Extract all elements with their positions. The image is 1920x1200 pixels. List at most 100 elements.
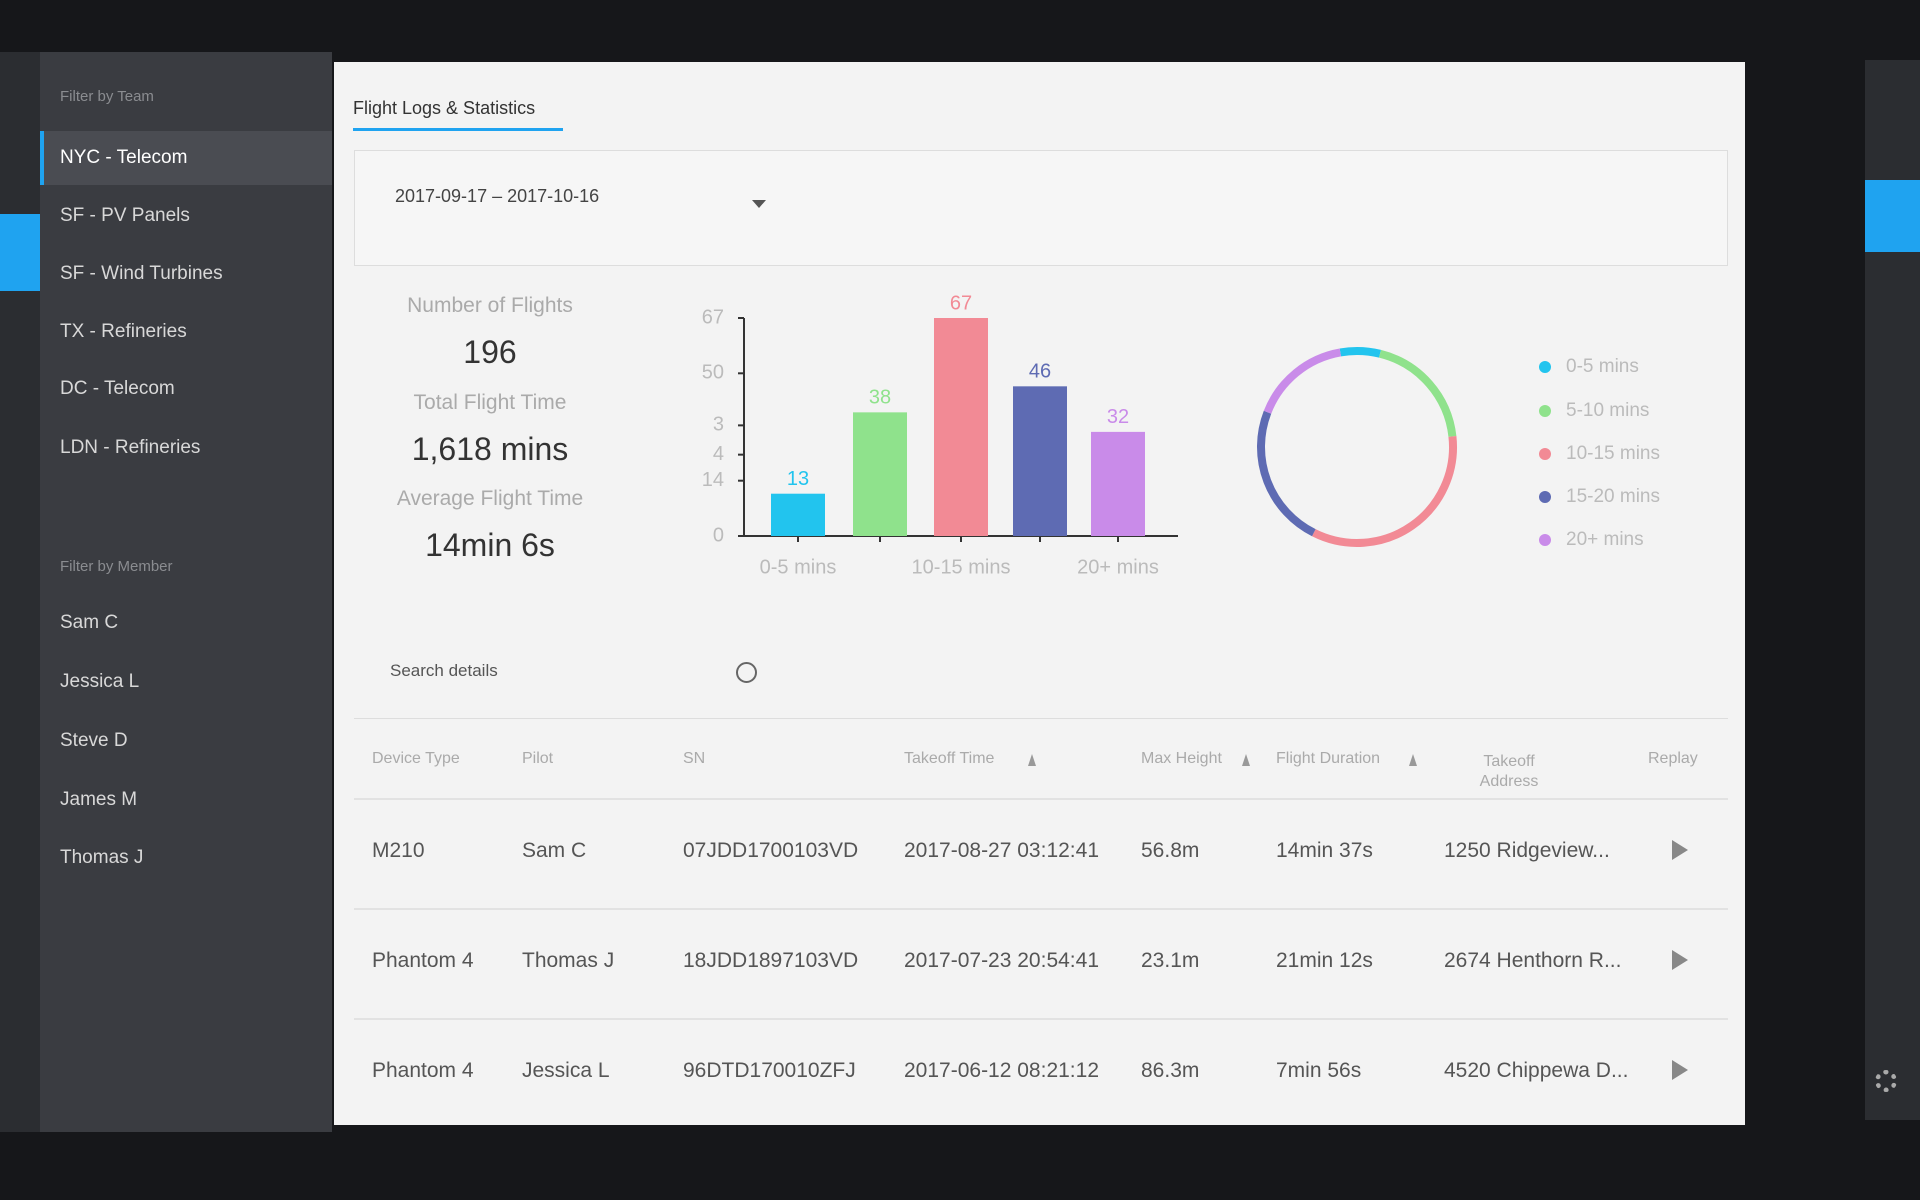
member-item[interactable]: Thomas J — [60, 847, 144, 868]
active-bar — [40, 131, 44, 185]
sort-icon[interactable] — [1028, 754, 1036, 766]
replay-button[interactable] — [1672, 840, 1688, 860]
table-cell: 14min 37s — [1276, 839, 1373, 862]
settings-icon[interactable] — [1875, 1070, 1897, 1092]
member-item[interactable]: James M — [60, 789, 138, 810]
x-tick-label: 0-5 mins — [760, 556, 837, 578]
table-cell: 96DTD170010ZFJ — [683, 1059, 856, 1082]
team-item[interactable]: DC - Telecom — [60, 378, 175, 399]
donut-segment — [1339, 347, 1381, 358]
table-cell: 2674 Henthorn R... — [1444, 949, 1622, 972]
bar — [853, 412, 907, 536]
date-range[interactable]: 2017-09-17 – 2017-10-16 — [395, 186, 600, 206]
table-cell: 56.8m — [1141, 839, 1200, 862]
member-item[interactable]: Jessica L — [60, 671, 140, 692]
row-divider — [354, 908, 1728, 910]
table-cell: Sam C — [522, 839, 587, 862]
search-input[interactable]: Search details — [390, 661, 498, 680]
sidebar — [40, 52, 332, 1132]
bar-value-label: 13 — [787, 468, 809, 490]
y-tick-label: 67 — [702, 306, 724, 328]
table-cell: M210 — [372, 839, 425, 862]
stat-value: 1,618 mins — [411, 431, 569, 467]
table-cell: 07JDD1700103VD — [683, 839, 859, 862]
legend-dot — [1539, 448, 1551, 460]
sort-icon[interactable] — [1242, 754, 1250, 766]
x-tick-label: 20+ mins — [1077, 556, 1159, 578]
bar — [1091, 431, 1145, 536]
tab-underline — [353, 128, 563, 131]
filter-heading: Filter by Member — [60, 558, 173, 575]
y-tick-label: 3 — [713, 414, 724, 436]
table-cell: 23.1m — [1141, 949, 1200, 972]
table-cell: 2017-08-27 03:12:41 — [904, 839, 1099, 862]
date-box[interactable] — [354, 150, 1728, 266]
stat-value: 14min 6s — [425, 527, 555, 563]
team-item[interactable]: SF - Wind Turbines — [60, 263, 223, 284]
donut-segment — [1312, 435, 1457, 547]
column-header: Takeoff Address — [1479, 753, 1539, 790]
y-tick-label: 50 — [702, 362, 724, 384]
y-tick-label: 4 — [713, 443, 724, 465]
column-header[interactable]: Max Height — [1141, 750, 1222, 767]
legend-dot — [1539, 405, 1551, 417]
team-item[interactable]: NYC - Telecom — [60, 147, 188, 168]
team-active-bg — [40, 131, 332, 185]
sort-icon[interactable] — [1409, 754, 1417, 766]
bar-value-label: 67 — [950, 292, 972, 314]
y-tick-label: 14 — [702, 469, 724, 491]
stat-label: Total Flight Time — [413, 391, 567, 414]
team-item[interactable]: LDN - Refineries — [60, 437, 201, 458]
column-header[interactable]: Takeoff Time — [904, 750, 995, 767]
member-item[interactable]: Steve D — [60, 730, 128, 751]
replay-button[interactable] — [1672, 950, 1688, 970]
table-cell: 7min 56s — [1276, 1059, 1362, 1082]
donut-segment — [1379, 349, 1457, 437]
table-cell: Jessica L — [522, 1059, 610, 1082]
table-cell: Phantom 4 — [372, 1059, 474, 1082]
dropdown-arrow[interactable] — [752, 200, 766, 208]
tab[interactable]: Flight Logs & Statistics — [353, 98, 536, 118]
legend-label: 15-20 mins — [1566, 486, 1660, 507]
bar-value-label: 32 — [1107, 406, 1129, 428]
legend-label: 10-15 mins — [1566, 443, 1660, 464]
donut-segment — [1257, 410, 1316, 537]
bar — [771, 493, 825, 536]
column-header: SN — [683, 750, 706, 767]
table-cell: 1250 Ridgeview... — [1444, 839, 1610, 862]
legend-label: 20+ mins — [1566, 529, 1644, 550]
column-header: Device Type — [372, 750, 460, 767]
row-divider — [354, 1018, 1728, 1020]
replay-button[interactable] — [1672, 1060, 1688, 1080]
search-icon[interactable] — [736, 662, 757, 683]
legend-dot — [1539, 361, 1551, 373]
bar-value-label: 38 — [869, 387, 891, 409]
donut-segment — [1263, 348, 1342, 414]
table-cell: 2017-06-12 08:21:12 — [904, 1059, 1099, 1082]
stat-value: 196 — [463, 334, 517, 370]
filter-heading: Filter by Team — [60, 88, 154, 105]
table-cell: 4520 Chippewa D... — [1444, 1059, 1629, 1082]
team-item[interactable]: SF - PV Panels — [60, 205, 190, 226]
legend-dot — [1539, 534, 1551, 546]
bar — [934, 318, 988, 536]
column-header[interactable]: Flight Duration — [1276, 750, 1381, 767]
divider — [354, 718, 1728, 719]
table-cell: Thomas J — [522, 949, 615, 972]
member-item[interactable]: Sam C — [60, 612, 119, 633]
table-cell: Phantom 4 — [372, 949, 474, 972]
right-nav-active[interactable] — [1865, 180, 1920, 252]
table-cell: 2017-07-23 20:54:41 — [904, 949, 1099, 972]
bar-value-label: 46 — [1029, 361, 1051, 383]
team-item[interactable]: TX - Refineries — [60, 321, 187, 342]
stat-label: Average Flight Time — [396, 487, 584, 510]
table-cell: 18JDD1897103VD — [683, 949, 859, 972]
legend-label: 0-5 mins — [1566, 356, 1639, 377]
nav-icon-active[interactable] — [0, 214, 40, 291]
table-cell: 21min 12s — [1276, 949, 1373, 972]
table-cell: 86.3m — [1141, 1059, 1200, 1082]
